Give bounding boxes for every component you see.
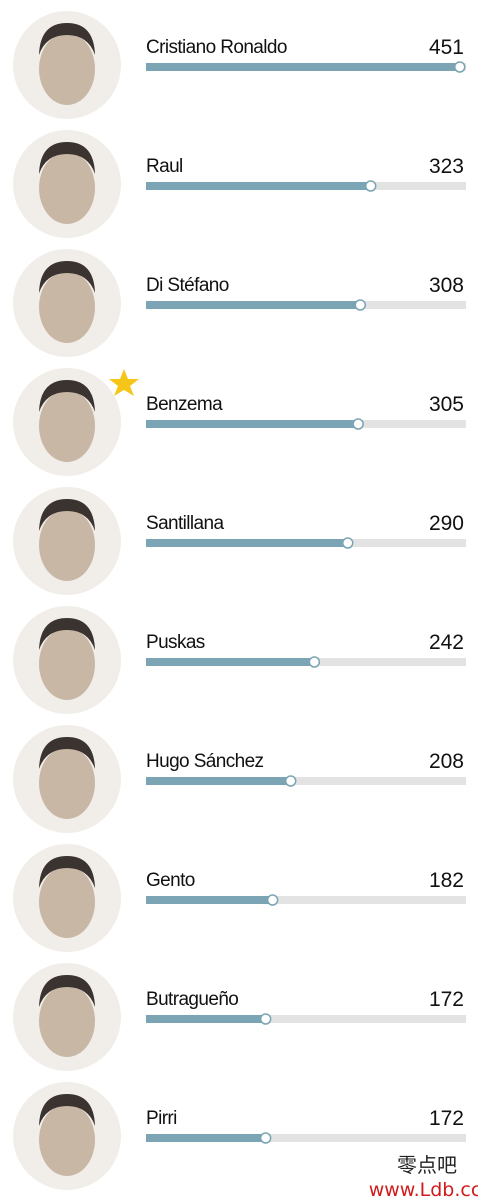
bar [146,1134,266,1142]
photo-hair [39,737,95,769]
photo-face [39,628,95,700]
value-label: 290 [429,512,464,535]
photo-face [39,390,95,462]
value-label: 451 [429,36,464,59]
bar [146,182,371,190]
photo-face [39,985,95,1057]
player-name: Gento [146,870,195,891]
player-name: Benzema [146,394,223,415]
player-name: Puskas [146,632,205,653]
photo-hair [39,261,95,293]
bar-track [146,777,466,785]
photo-hair [39,975,95,1007]
photo-face [39,747,95,819]
bar-end-dot [341,537,354,549]
row: Butragueño 172 [13,963,466,1071]
row: Raul 323 [13,130,466,238]
bar-end-dot [453,61,466,73]
watermark: 零点吧 [397,1153,457,1177]
bar [146,539,348,547]
photo-hair [39,142,95,174]
value-label: 208 [429,750,464,773]
photo-face [39,509,95,581]
star-icon [109,369,139,396]
bar-track [146,1015,466,1023]
value-label: 308 [429,274,464,297]
row: Santillana 290 [13,487,466,595]
row: Di Stéfano 308 [13,249,466,357]
bar-end-dot [259,1132,272,1144]
bar-end-dot [266,894,279,906]
photo-face [39,33,95,105]
player-name: Pirri [146,1108,177,1129]
row: Puskas 242 [13,606,466,714]
row: Gento 182 [13,844,466,952]
player-name: Hugo Sánchez [146,751,264,772]
photo-hair [39,618,95,650]
bar-end-dot [352,418,364,430]
bar-track [146,1134,466,1142]
watermark-url: www.Ldb.cc [369,1179,478,1200]
bar-end-dot [284,775,297,787]
row: Cristiano Ronaldo 451 [13,11,466,119]
bar [146,896,273,904]
bar-end-dot [308,656,321,668]
bar [146,63,460,71]
bar-end-dot [259,1013,272,1025]
photo-hair [39,856,95,888]
bar-track [146,896,466,904]
photo-hair [39,380,95,412]
bar [146,777,291,785]
bar [146,420,359,428]
photo-face [39,1104,95,1176]
row: Benzema 305 [13,368,466,476]
player-name: Raul [146,156,183,177]
bar-end-dot [354,299,367,311]
player-name: Di Stéfano [146,275,229,296]
photo-face [39,271,95,343]
photo-face [39,866,95,938]
value-label: 242 [429,631,464,654]
value-label: 172 [429,988,464,1011]
bar [146,658,315,666]
value-label: 305 [429,393,464,416]
bar [146,301,361,309]
value-label: 182 [429,869,464,892]
bar-end-dot [364,180,377,192]
row: Hugo Sánchez 208 [13,725,466,833]
photo-hair [39,499,95,531]
bar [146,1015,266,1023]
photo-hair [39,1094,95,1126]
photo-hair [39,23,95,55]
row: Pirri 172 [13,1082,466,1190]
player-name: Cristiano Ronaldo [146,37,287,58]
photo-face [39,152,95,224]
value-label: 172 [429,1107,464,1130]
player-name: Santillana [146,513,224,534]
value-label: 323 [429,155,464,178]
player-name: Butragueño [146,989,238,1010]
